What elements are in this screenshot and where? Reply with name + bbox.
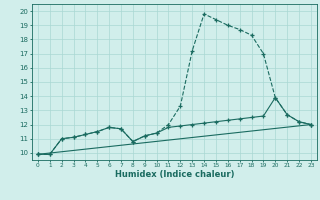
X-axis label: Humidex (Indice chaleur): Humidex (Indice chaleur) [115, 170, 234, 179]
